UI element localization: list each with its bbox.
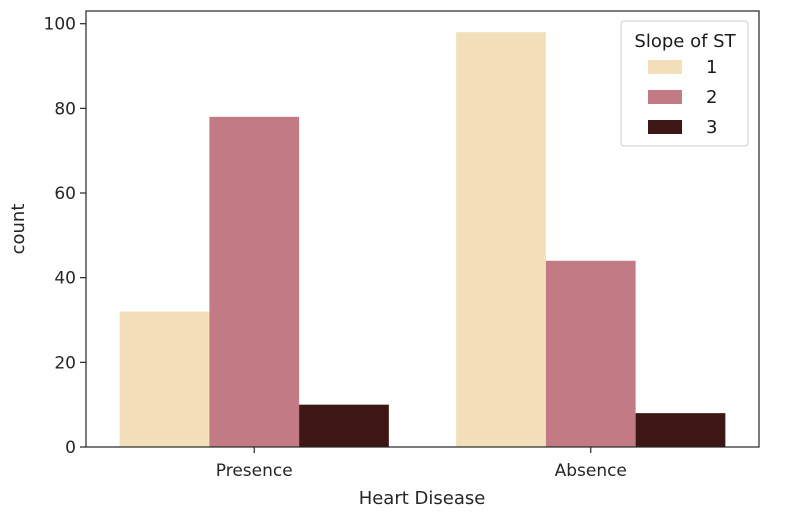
y-tick-label: 60 [54, 184, 76, 204]
x-tick-label: Absence [555, 461, 627, 481]
x-axis: Presence Absence [216, 447, 627, 481]
x-tick-label: Presence [216, 461, 293, 481]
bar-presence-slope-2 [209, 116, 300, 447]
y-tick-label: 0 [65, 438, 76, 458]
bar-presence-slope-1 [119, 311, 210, 447]
legend-swatch-slope-3 [648, 120, 682, 134]
plot-frame [85, 10, 760, 448]
bar-absence-slope-2 [545, 260, 636, 447]
y-axis-label: count [8, 204, 29, 255]
y-tick-label: 40 [54, 269, 76, 289]
bar-presence-slope-3 [299, 404, 389, 447]
legend-label-slope-2: 2 [706, 87, 717, 108]
y-tick-label: 80 [54, 99, 76, 119]
legend-label-slope-3: 3 [706, 117, 717, 138]
legend-swatch-slope-1 [648, 60, 682, 74]
y-tick-label: 20 [54, 353, 76, 373]
legend-swatch-slope-2 [648, 90, 682, 104]
legend-title: Slope of ST [634, 31, 736, 52]
legend: Slope of ST 1 2 3 [620, 20, 749, 147]
legend-label-slope-1: 1 [706, 57, 717, 78]
bar-absence-slope-3 [635, 413, 726, 447]
y-tick-label: 100 [44, 15, 76, 35]
legend-items: 1 2 3 [648, 57, 717, 138]
legend-box [620, 20, 749, 147]
bar-absence-slope-1 [456, 32, 546, 448]
y-axis: 0 20 40 60 80 100 [44, 15, 86, 458]
bars-group [119, 32, 726, 448]
x-axis-label: Heart Disease [359, 488, 486, 509]
